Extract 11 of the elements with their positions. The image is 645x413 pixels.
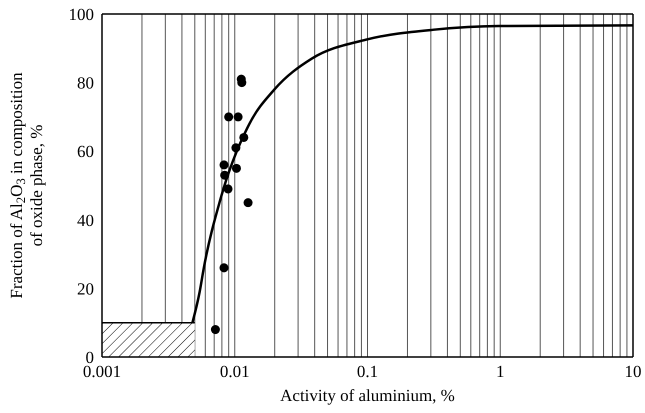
y-tick-label: 20 xyxy=(77,279,94,298)
y-tick-label: 100 xyxy=(68,5,94,24)
x-axis-title: Activity of aluminium, % xyxy=(280,386,455,405)
x-tick-label: 10 xyxy=(624,362,642,382)
x-tick-label: 0.1 xyxy=(356,362,378,382)
x-tick-label: 1 xyxy=(496,362,504,382)
x-tick-label: 0.001 xyxy=(82,362,122,382)
x-tick-label: 0.01 xyxy=(220,362,250,382)
y-tick-label: 80 xyxy=(77,74,94,93)
y-tick-label: 60 xyxy=(77,142,94,162)
y-tick-label: 40 xyxy=(77,210,94,230)
